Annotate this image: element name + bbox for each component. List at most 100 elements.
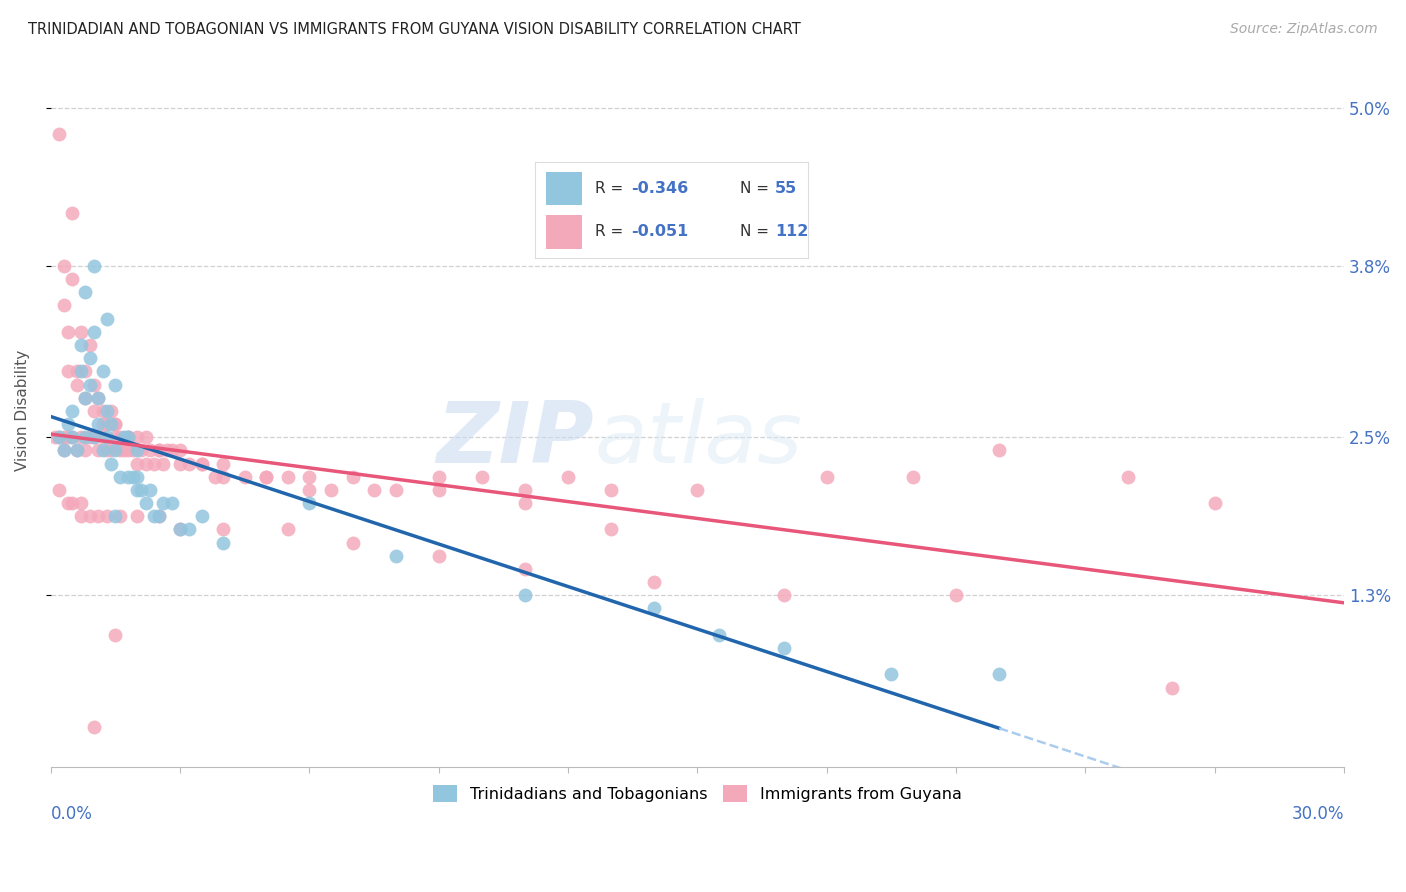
Text: 55: 55 [775, 181, 797, 196]
Point [125, 483, 148, 497]
Point [56, 430, 79, 444]
Point [79, 338, 101, 352]
Text: R =: R = [595, 181, 628, 196]
Point [212, 535, 235, 549]
Point [233, 469, 256, 483]
Point [148, 509, 170, 524]
Point [160, 443, 183, 458]
Point [117, 469, 139, 483]
Point [66, 443, 89, 458]
Point [772, 588, 794, 602]
Point [66, 364, 89, 378]
Point [75, 391, 97, 405]
Point [125, 457, 148, 471]
Point [254, 469, 277, 483]
Point [212, 523, 235, 537]
Point [87, 391, 110, 405]
Point [204, 469, 226, 483]
Point [131, 443, 153, 458]
Text: N =: N = [740, 224, 773, 239]
Point [152, 496, 174, 510]
Point [686, 483, 709, 497]
Point [104, 417, 127, 431]
Point [190, 509, 212, 524]
Point [125, 443, 148, 458]
Point [104, 443, 127, 458]
Point [1204, 496, 1226, 510]
Point [79, 351, 101, 366]
Point [643, 575, 665, 590]
Point [427, 483, 450, 497]
Point [169, 443, 191, 458]
Text: ZIP: ZIP [436, 398, 593, 481]
Point [298, 469, 321, 483]
Point [83, 430, 105, 444]
Point [83, 377, 105, 392]
Point [117, 430, 139, 444]
Point [1118, 469, 1140, 483]
Point [96, 311, 118, 326]
Point [48, 430, 70, 444]
Point [112, 430, 135, 444]
Point [75, 443, 97, 458]
Point [91, 430, 114, 444]
Point [117, 430, 139, 444]
Point [277, 523, 299, 537]
Point [56, 364, 79, 378]
Point [96, 430, 118, 444]
Point [60, 206, 83, 220]
Point [104, 417, 127, 431]
Point [177, 523, 200, 537]
Point [60, 430, 83, 444]
Point [70, 338, 93, 352]
Point [70, 496, 93, 510]
Point [143, 457, 166, 471]
Point [87, 509, 110, 524]
Point [48, 483, 70, 497]
Point [148, 443, 170, 458]
Point [70, 509, 93, 524]
Point [177, 457, 200, 471]
Point [83, 720, 105, 734]
Point [75, 364, 97, 378]
Point [600, 483, 623, 497]
Point [79, 430, 101, 444]
Point [83, 259, 105, 273]
Point [104, 628, 127, 642]
Point [139, 483, 162, 497]
Point [91, 443, 114, 458]
Point [108, 469, 131, 483]
Point [104, 377, 127, 392]
Text: 0.0%: 0.0% [51, 805, 93, 823]
Point [363, 483, 385, 497]
Point [83, 430, 105, 444]
Point [83, 325, 105, 339]
Point [56, 417, 79, 431]
Point [135, 496, 157, 510]
Point [707, 628, 730, 642]
Point [60, 496, 83, 510]
Point [96, 443, 118, 458]
Point [277, 469, 299, 483]
Point [557, 469, 579, 483]
Point [87, 391, 110, 405]
Point [384, 483, 406, 497]
Point [75, 285, 97, 300]
Point [56, 325, 79, 339]
Point [52, 259, 75, 273]
Point [52, 443, 75, 458]
Point [48, 430, 70, 444]
Point [108, 430, 131, 444]
Point [169, 457, 191, 471]
Point [79, 377, 101, 392]
Point [83, 404, 105, 418]
Text: 112: 112 [775, 224, 808, 239]
Point [342, 535, 364, 549]
Point [70, 325, 93, 339]
Point [169, 523, 191, 537]
Point [384, 549, 406, 563]
Point [815, 469, 838, 483]
Point [56, 496, 79, 510]
Point [190, 457, 212, 471]
Point [100, 404, 122, 418]
